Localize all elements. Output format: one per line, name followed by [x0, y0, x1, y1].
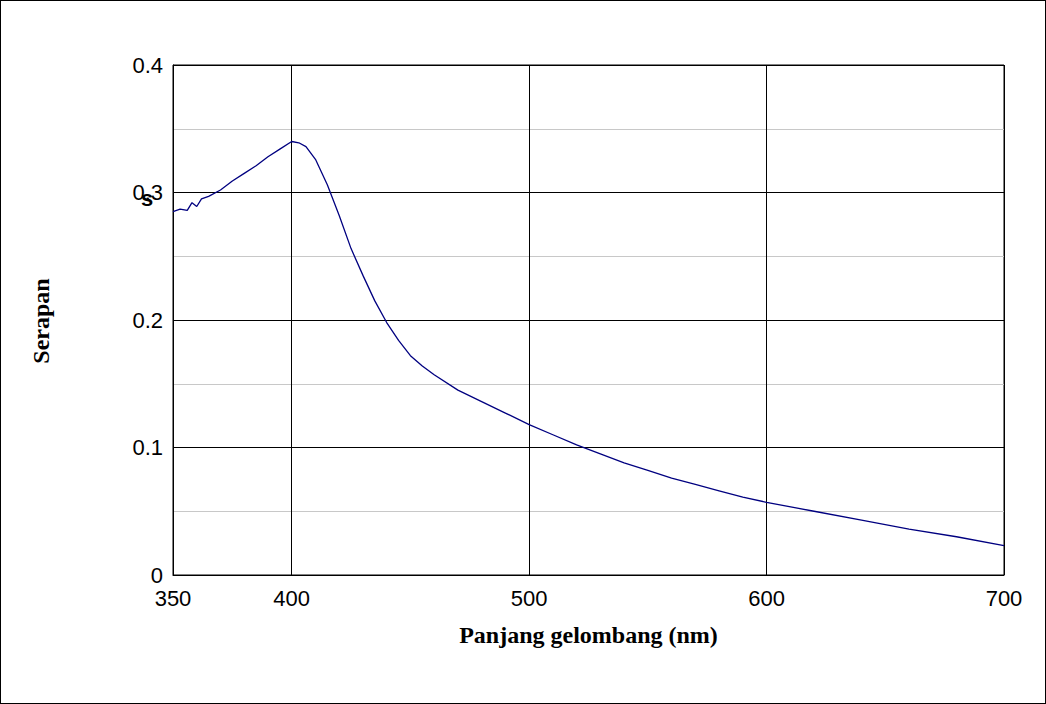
svg-text:Panjang gelombang (nm): Panjang gelombang (nm)	[459, 622, 718, 648]
svg-text:0.3: 0.3	[132, 180, 163, 205]
svg-text:0.1: 0.1	[132, 435, 163, 460]
svg-text:350: 350	[155, 586, 192, 611]
svg-text:0.2: 0.2	[132, 308, 163, 333]
svg-text:0.4: 0.4	[132, 53, 163, 78]
svg-text:600: 600	[748, 586, 785, 611]
svg-text:400: 400	[273, 586, 310, 611]
svg-text:Serapan: Serapan	[28, 278, 54, 363]
svg-text:700: 700	[986, 586, 1023, 611]
svg-text:0: 0	[151, 563, 163, 588]
svg-text:500: 500	[511, 586, 548, 611]
